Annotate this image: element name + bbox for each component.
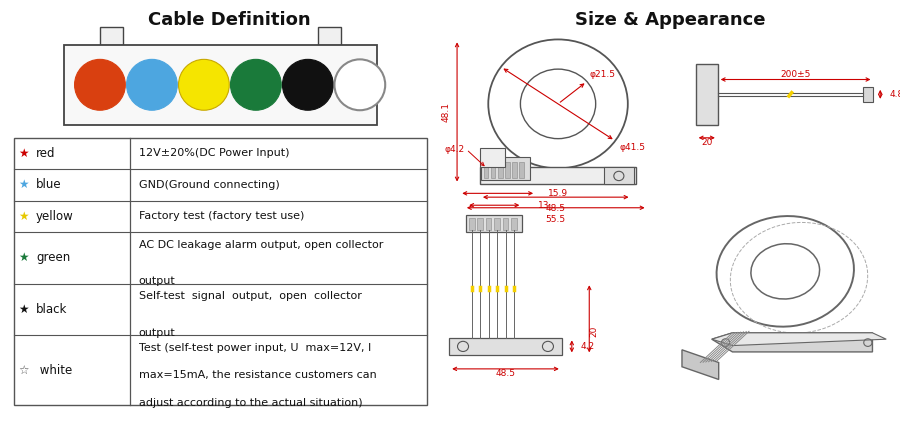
Text: 48.1: 48.1 <box>441 102 450 122</box>
Text: green: green <box>36 251 70 264</box>
Text: adjust according to the actual situation): adjust according to the actual situation… <box>139 398 363 408</box>
Text: output: output <box>139 328 176 338</box>
Text: ★: ★ <box>18 179 29 191</box>
Text: 200±5: 200±5 <box>780 70 811 79</box>
Bar <box>604 167 634 184</box>
Bar <box>498 162 502 178</box>
Bar <box>863 87 873 102</box>
Text: ☆: ☆ <box>18 364 29 377</box>
Text: yellow: yellow <box>36 210 74 223</box>
Text: ★: ★ <box>18 303 29 316</box>
Text: Self-test  signal  output,  open  collector: Self-test signal output, open collector <box>139 291 362 301</box>
Bar <box>483 162 489 178</box>
Text: ★: ★ <box>18 251 29 264</box>
Text: GND(Ground connecting): GND(Ground connecting) <box>139 180 280 190</box>
Bar <box>100 27 123 45</box>
Bar <box>466 215 522 232</box>
Circle shape <box>230 59 282 110</box>
Polygon shape <box>712 333 872 352</box>
Circle shape <box>335 59 385 110</box>
Circle shape <box>127 59 177 110</box>
Polygon shape <box>682 350 719 379</box>
Bar <box>14 138 427 405</box>
Polygon shape <box>712 333 886 346</box>
Text: Cable Definition: Cable Definition <box>148 11 310 28</box>
Bar <box>482 157 529 180</box>
Bar <box>478 218 483 230</box>
Text: ★: ★ <box>18 147 29 160</box>
Text: red: red <box>36 147 56 160</box>
Text: 4.2: 4.2 <box>581 342 595 351</box>
Bar <box>449 338 562 355</box>
Bar <box>469 218 474 230</box>
Text: φ21.5: φ21.5 <box>590 70 616 79</box>
Circle shape <box>75 59 125 110</box>
Circle shape <box>283 59 333 110</box>
Text: φ4.2: φ4.2 <box>445 145 464 154</box>
Text: 48.5: 48.5 <box>496 369 516 378</box>
Text: 55.5: 55.5 <box>545 215 566 224</box>
Text: output: output <box>139 276 176 286</box>
Text: φ41.5: φ41.5 <box>620 143 646 152</box>
Text: 4.8: 4.8 <box>889 90 900 99</box>
Bar <box>512 162 517 178</box>
Circle shape <box>178 59 230 110</box>
Text: 13: 13 <box>538 201 550 210</box>
Bar <box>505 162 509 178</box>
Text: Factory test (factory test use): Factory test (factory test use) <box>139 211 304 221</box>
Text: 48.5: 48.5 <box>545 204 566 213</box>
Text: max=15mA, the resistance customers can: max=15mA, the resistance customers can <box>139 371 376 380</box>
Bar <box>480 148 505 167</box>
Text: Test (self-test power input, U  max=12V, I: Test (self-test power input, U max=12V, … <box>139 343 371 353</box>
Bar <box>503 218 508 230</box>
Bar <box>486 218 491 230</box>
Text: white: white <box>36 364 72 377</box>
Text: 15.9: 15.9 <box>547 189 568 198</box>
Text: 20: 20 <box>701 138 713 147</box>
Text: 12V±20%(DC Power Input): 12V±20%(DC Power Input) <box>139 148 290 159</box>
Bar <box>494 218 500 230</box>
Text: AC DC leakage alarm output, open collector: AC DC leakage alarm output, open collect… <box>139 240 383 250</box>
Bar <box>491 162 495 178</box>
Bar <box>318 27 341 45</box>
Bar <box>519 162 524 178</box>
Bar <box>480 167 636 184</box>
Text: Size & Appearance: Size & Appearance <box>575 11 766 28</box>
Text: 20: 20 <box>590 326 598 337</box>
Text: blue: blue <box>36 179 62 191</box>
Text: ★: ★ <box>18 210 29 223</box>
Text: black: black <box>36 303 68 316</box>
Bar <box>696 64 718 125</box>
Bar <box>64 45 377 125</box>
Bar <box>511 218 517 230</box>
